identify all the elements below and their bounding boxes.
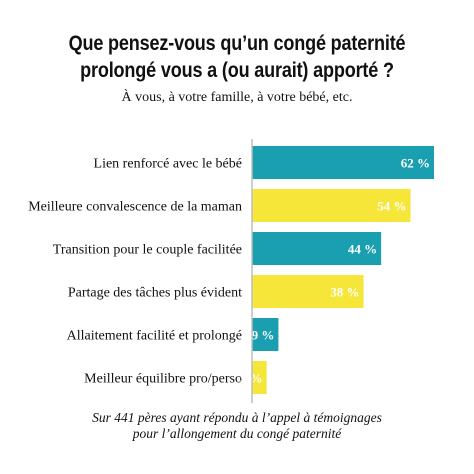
category-label: Lien renforcé avec le bébé	[94, 157, 242, 172]
bar-6	[252, 361, 267, 394]
category-label: Allaitement facilité et prolongé	[67, 329, 242, 344]
value-label: 9 %	[252, 328, 275, 343]
chart-title: Que pensez-vous qu’un congé paternité pr…	[33, 30, 441, 84]
value-label: 44 %	[348, 242, 377, 257]
value-label: 38 %	[330, 285, 359, 300]
category-label: Transition pour le couple facilitée	[53, 243, 242, 258]
bar-2	[252, 189, 411, 222]
category-label: Meilleur équilibre pro/perso	[84, 372, 242, 387]
value-label: 62 %	[401, 156, 430, 171]
category-label: Meilleure convalescence de la maman	[28, 200, 242, 215]
chart-title-line-1: Que pensez-vous qu’un congé paternité	[68, 32, 406, 55]
bar-4	[252, 275, 364, 308]
category-label: Partage des tâches plus évident	[68, 286, 242, 301]
bar-3	[252, 232, 382, 265]
chart-footnote: Sur 441 pères ayant répondu à l’appel à …	[0, 410, 474, 442]
value-label: 54 %	[377, 199, 406, 214]
chart-subtitle: À vous, à votre famille, à votre bébé, e…	[121, 90, 353, 105]
footnote-line-2: pour l’allongement du congé paternité	[132, 426, 342, 441]
chart-title-line-2: prolongé vous a (ou aurait) apporté ?	[80, 59, 394, 82]
bar-5	[252, 318, 279, 351]
bar-1	[252, 146, 434, 179]
footnote-line-1: Sur 441 pères ayant répondu à l’appel à …	[92, 410, 382, 425]
